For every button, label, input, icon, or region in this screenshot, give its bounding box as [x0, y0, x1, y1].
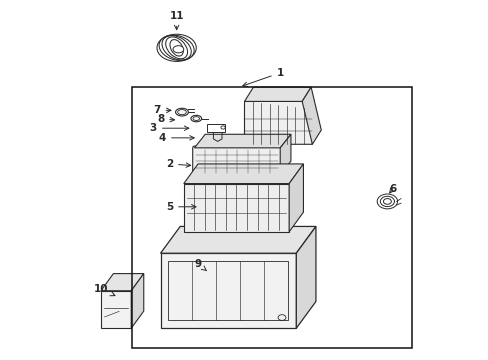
Ellipse shape: [177, 109, 186, 115]
Polygon shape: [183, 164, 303, 184]
Text: 8: 8: [157, 114, 174, 124]
Polygon shape: [280, 134, 290, 175]
Polygon shape: [131, 274, 143, 328]
Text: 2: 2: [165, 159, 190, 169]
Text: 6: 6: [388, 184, 396, 194]
Ellipse shape: [190, 115, 201, 122]
Text: 9: 9: [194, 259, 206, 271]
Text: 11: 11: [169, 11, 183, 30]
Polygon shape: [296, 226, 315, 328]
Polygon shape: [101, 274, 143, 291]
Text: 5: 5: [165, 202, 196, 212]
Polygon shape: [244, 87, 310, 102]
Text: 4: 4: [158, 133, 194, 143]
Text: 3: 3: [149, 123, 188, 133]
Polygon shape: [244, 102, 312, 144]
Ellipse shape: [173, 46, 183, 53]
Polygon shape: [183, 184, 288, 232]
Polygon shape: [101, 291, 131, 328]
Ellipse shape: [193, 117, 199, 121]
Polygon shape: [194, 134, 290, 148]
Bar: [206, 124, 224, 132]
Polygon shape: [160, 253, 296, 328]
Bar: [132, 87, 411, 348]
Polygon shape: [302, 87, 321, 144]
Ellipse shape: [175, 108, 188, 116]
Polygon shape: [288, 164, 303, 232]
FancyBboxPatch shape: [192, 146, 282, 176]
Text: 10: 10: [94, 284, 115, 296]
Text: 1: 1: [243, 68, 283, 86]
Bar: [168, 261, 288, 320]
Polygon shape: [160, 226, 315, 253]
Text: 7: 7: [153, 105, 171, 115]
